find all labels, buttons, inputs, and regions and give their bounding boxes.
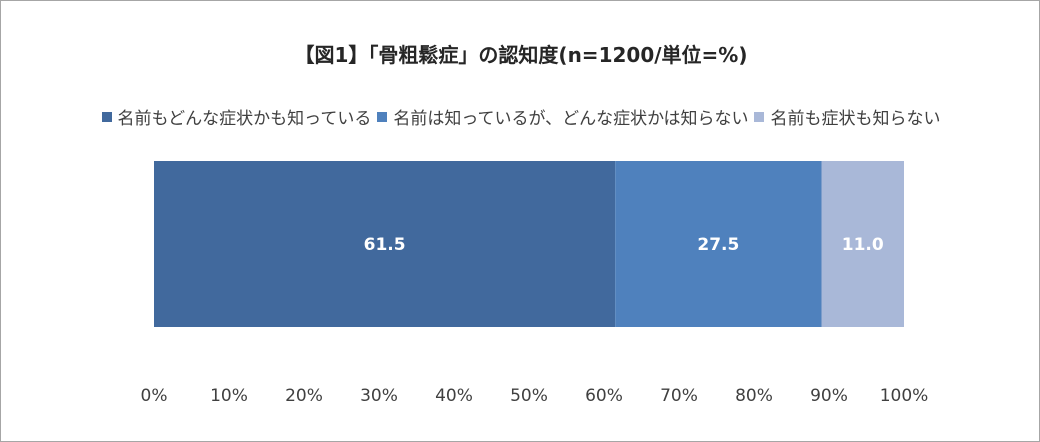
- data-label-series-1: 61.5: [364, 235, 406, 255]
- legend-label-series-1: 名前もどんな症状かも知っている: [117, 109, 372, 129]
- data-label-series-3: 11.0: [842, 235, 884, 255]
- legend-swatch-series-3: [754, 111, 765, 122]
- x-tick-label: 60%: [585, 386, 623, 406]
- x-tick-label: 0%: [141, 386, 168, 406]
- x-tick-label: 40%: [435, 386, 473, 406]
- chart-legend: 名前もどんな症状かも知っている 名前は知っているが、どんな症状かは知らない 名前…: [1, 104, 1040, 129]
- legend-swatch-series-1: [101, 111, 112, 122]
- x-tick-label: 50%: [510, 386, 548, 406]
- x-tick-label: 80%: [735, 386, 773, 406]
- legend-label-series-2: 名前は知っているが、どんな症状かは知らない: [393, 109, 749, 129]
- x-tick-label: 70%: [660, 386, 698, 406]
- legend-item-series-2: 名前は知っているが、どんな症状かは知らない: [377, 104, 748, 129]
- bar-segment-series-1: [154, 161, 616, 327]
- x-tick-label: 10%: [210, 386, 248, 406]
- x-tick-label: 20%: [285, 386, 323, 406]
- x-tick-label: 100%: [880, 386, 929, 406]
- legend-label-series-3: 名前も症状も知らない: [770, 109, 941, 129]
- x-tick-label: 30%: [360, 386, 398, 406]
- chart-title: 【図1】「骨粗鬆症」の認知度(n=1200/単位=%): [294, 43, 748, 67]
- bar-segment-series-3: [821, 161, 904, 327]
- bar-segment-series-2: [615, 161, 822, 327]
- legend-item-series-1: 名前もどんな症状かも知っている: [101, 104, 372, 129]
- legend-swatch-series-2: [377, 111, 388, 122]
- legend-item-series-3: 名前も症状も知らない: [754, 104, 940, 129]
- data-label-series-2: 27.5: [697, 235, 739, 255]
- x-tick-label: 90%: [810, 386, 848, 406]
